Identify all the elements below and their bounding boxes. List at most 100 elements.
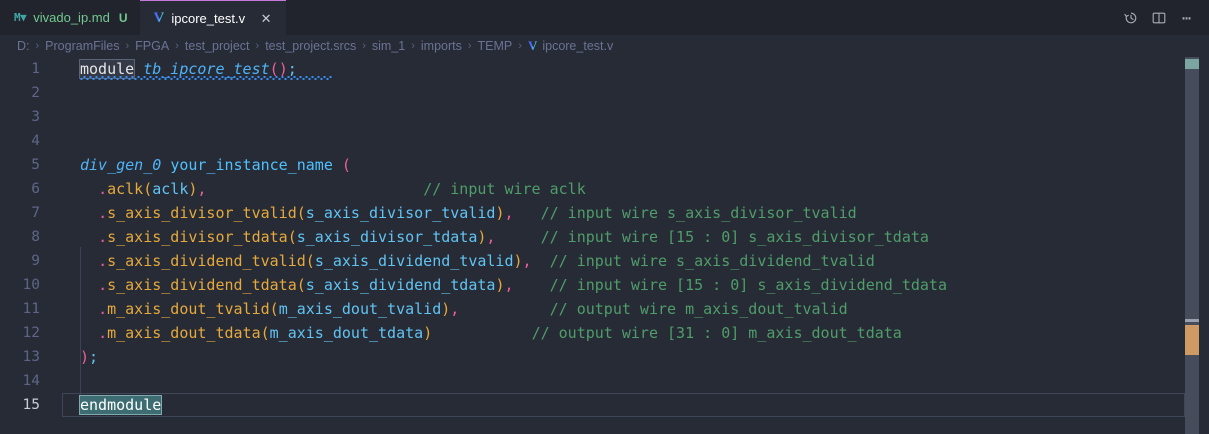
code-line-content[interactable]: ); xyxy=(62,345,1209,369)
breadcrumb-item-1[interactable]: ProgramFiles xyxy=(45,39,120,53)
selection-marker xyxy=(1185,59,1199,69)
code-token: ( xyxy=(287,228,297,246)
code-line-15[interactable]: 15 endmodule xyxy=(0,393,1209,417)
code-line-content[interactable]: div_gen_0 your_instance_name ( xyxy=(62,153,1209,177)
code-token: ) xyxy=(513,252,523,270)
code-token: // input wire [15 : 0] s_axis_divisor_td… xyxy=(540,228,929,246)
code-token xyxy=(80,252,98,270)
breadcrumb-separator-icon: › xyxy=(255,40,260,52)
breadcrumb-item-5[interactable]: sim_1 xyxy=(371,39,406,53)
code-line-content[interactable]: module tb_ipcore_test(); xyxy=(62,57,1209,81)
line-number: 2 xyxy=(31,85,40,101)
code-line-8[interactable]: 8 .s_axis_divisor_tdata(s_axis_divisor_t… xyxy=(0,225,1209,249)
code-line-13[interactable]: 13); xyxy=(0,345,1209,369)
code-lines: 1 module tb_ipcore_test(); 2 3 4 5 div_gen_0 y… xyxy=(0,57,1209,417)
breadcrumb-item-0[interactable]: D: xyxy=(17,39,30,53)
code-line-11[interactable]: 11 .m_axis_dout_tvalid(m_axis_dout_tvali… xyxy=(0,297,1209,321)
code-line-content[interactable]: .s_axis_divisor_tdata(s_axis_divisor_tda… xyxy=(62,225,1209,249)
breadcrumb-item-4[interactable]: test_project.srcs xyxy=(265,39,357,53)
code-token: , xyxy=(504,276,514,294)
breadcrumb-item-7[interactable]: TEMP xyxy=(477,39,513,53)
code-token: , xyxy=(450,300,460,318)
code-token: ) xyxy=(495,204,505,222)
code-line-12[interactable]: 12 .m_axis_dout_tdata(m_axis_dout_tdata)… xyxy=(0,321,1209,345)
code-token: s_axis_dividend_tdata xyxy=(107,276,297,294)
code-token xyxy=(80,228,98,246)
code-line-content[interactable] xyxy=(62,81,1209,105)
breadcrumb-item-6[interactable]: imports xyxy=(420,39,462,53)
code-line-content[interactable]: .s_axis_divisor_tvalid(s_axis_divisor_tv… xyxy=(62,201,1209,225)
code-line-2[interactable]: 2 xyxy=(0,81,1209,105)
code-line-content[interactable]: .s_axis_dividend_tdata(s_axis_dividend_t… xyxy=(62,273,1209,297)
tab-ipcore-test-v[interactable]: V ipcore_test.v ✕ xyxy=(139,0,287,35)
code-token: s_axis_divisor_tdata xyxy=(296,228,478,246)
code-token: aclk xyxy=(107,180,144,198)
line-number: 7 xyxy=(31,205,40,221)
code-token: // input wire aclk xyxy=(423,180,586,198)
code-token: aclk xyxy=(152,180,189,198)
code-line-3[interactable]: 3 xyxy=(0,105,1209,129)
tab-bar-right-pad xyxy=(1197,0,1209,35)
code-token: s_axis_divisor_tvalid xyxy=(107,204,297,222)
code-editor[interactable]: 1 module tb_ipcore_test(); 2 3 4 5 div_gen_0 y… xyxy=(0,57,1209,434)
code-token: // output wire [31 : 0] m_axis_dout_tdat… xyxy=(531,324,902,342)
markdown-icon: M▼ xyxy=(14,11,27,24)
line-number: 14 xyxy=(22,373,40,389)
more-actions-icon[interactable]: ⋯ xyxy=(1181,8,1192,27)
code-line-14[interactable]: 14 xyxy=(0,369,1209,393)
code-token: m_axis_dout_tvalid xyxy=(107,300,270,318)
code-line-content[interactable] xyxy=(62,105,1209,129)
code-token xyxy=(80,180,98,198)
breadcrumb-item-2[interactable]: FPGA xyxy=(135,39,170,53)
code-token: ) xyxy=(278,60,288,78)
tab-git-badge: U xyxy=(118,10,128,25)
split-editor-icon[interactable] xyxy=(1150,9,1167,26)
breadcrumb-separator-icon: › xyxy=(175,40,179,52)
code-line-content[interactable] xyxy=(62,129,1209,153)
code-line-content[interactable]: .m_axis_dout_tdata(m_axis_dout_tdata) //… xyxy=(62,321,1209,345)
line-number: 10 xyxy=(22,277,40,293)
code-line-6[interactable]: 6 .aclk(aclk), // input wire aclk xyxy=(0,177,1209,201)
code-token: , xyxy=(197,180,207,198)
code-line-9[interactable]: 9 .s_axis_dividend_tvalid(s_axis_dividen… xyxy=(0,249,1209,273)
breadcrumb-file-label: ipcore_test.v xyxy=(542,39,614,53)
code-token: ) xyxy=(441,300,451,318)
code-line-5[interactable]: 5 div_gen_0 your_instance_name ( xyxy=(0,153,1209,177)
code-token xyxy=(80,276,98,294)
code-token: . xyxy=(98,324,108,342)
code-line-content[interactable] xyxy=(62,369,1209,393)
timeline-history-icon[interactable] xyxy=(1122,9,1139,26)
error-squiggle xyxy=(80,76,332,80)
code-line-1[interactable]: 1 module tb_ipcore_test(); xyxy=(0,57,1209,81)
code-token: . xyxy=(98,252,108,270)
breadcrumb: D: › ProgramFiles › FPGA › test_project › test_p… xyxy=(0,35,1209,57)
editor-actions: ⋯ xyxy=(1114,0,1209,35)
overview-ruler[interactable] xyxy=(1185,57,1209,434)
code-token xyxy=(495,228,540,246)
line-number: 15 xyxy=(22,397,40,413)
code-token: ; xyxy=(287,60,297,78)
code-line-7[interactable]: 7 .s_axis_divisor_tvalid(s_axis_divisor_… xyxy=(0,201,1209,225)
tab-vivado-ip-md[interactable]: M▼ vivado_ip.md U xyxy=(0,0,140,35)
code-token: ( xyxy=(269,300,279,318)
code-line-content[interactable]: .s_axis_dividend_tvalid(s_axis_dividend_… xyxy=(62,249,1209,273)
indent-guide xyxy=(80,247,81,415)
code-token: s_axis_dividend_tvalid xyxy=(314,252,514,270)
code-token: // input wire [15 : 0] s_axis_dividend_t… xyxy=(549,276,947,294)
code-token: ( xyxy=(269,60,279,78)
breadcrumb-item-3[interactable]: test_project xyxy=(184,39,250,53)
code-line-10[interactable]: 10 .s_axis_dividend_tdata(s_axis_dividen… xyxy=(0,273,1209,297)
editor-scrollbar-thumb[interactable] xyxy=(1185,57,1199,434)
close-icon[interactable]: ✕ xyxy=(260,10,272,26)
code-token: , xyxy=(504,204,514,222)
code-line-4[interactable]: 4 xyxy=(0,129,1209,153)
code-token: tb_ipcore_test xyxy=(143,60,270,78)
code-token: m_axis_dout_tvalid xyxy=(278,300,442,318)
code-line-content[interactable]: endmodule xyxy=(62,393,1209,417)
code-token: ) xyxy=(188,180,198,198)
code-line-content[interactable]: .m_axis_dout_tvalid(m_axis_dout_tvalid),… xyxy=(62,297,1209,321)
code-line-content[interactable]: .aclk(aclk), // input wire aclk xyxy=(62,177,1209,201)
line-number: 9 xyxy=(31,253,40,269)
code-token: . xyxy=(98,180,108,198)
